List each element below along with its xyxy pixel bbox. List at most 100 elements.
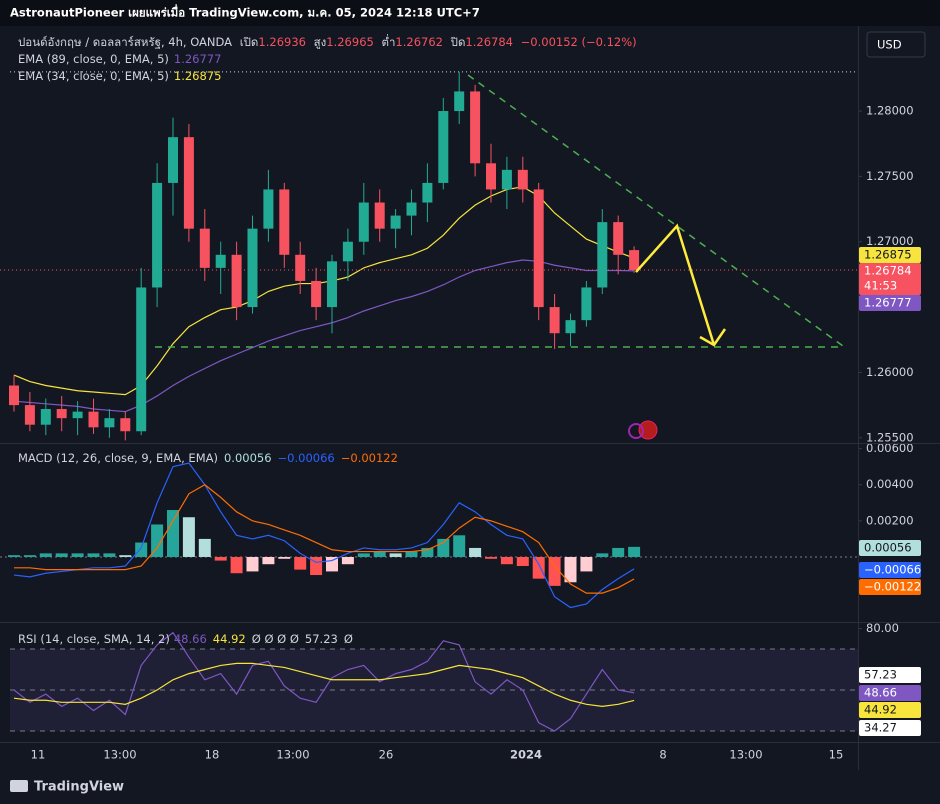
candle-body [279, 189, 290, 255]
legend-name: RSI (14, close, SMA, 14, 2) [18, 632, 170, 646]
candle-body [9, 385, 19, 406]
candle-body [327, 261, 337, 308]
histogram-bar [230, 556, 243, 574]
candle-body [486, 163, 496, 190]
currency-button[interactable] [866, 31, 926, 58]
candle-body [263, 189, 274, 229]
x-tick-label: 11 [31, 748, 46, 762]
legend-macd: MACD (12, 26, close, 9, EMA, EMA) 0.00056… [18, 451, 398, 465]
histogram-bar [87, 553, 100, 557]
histogram-bar [214, 556, 227, 561]
legend-value: −0.00122 [341, 451, 398, 465]
candle-body [581, 287, 592, 321]
brand-logo [10, 780, 28, 792]
upper-label-bg [859, 667, 921, 683]
event-icon[interactable] [638, 420, 658, 440]
symbol: ปอนด์อังกฤษ / ดอลลาร์สหรัฐ, 4h, OANDA [18, 35, 232, 49]
histogram-bar [198, 538, 211, 557]
histogram-bar [564, 556, 577, 583]
candle-body [629, 250, 640, 270]
candle-body [295, 254, 306, 281]
macd-label-bg [859, 562, 921, 578]
x-tick-label: 26 [379, 748, 394, 762]
legend-value: 44.92 [213, 632, 246, 646]
histogram-bar [39, 553, 52, 557]
candle-body [311, 280, 322, 308]
histogram-bar [8, 555, 20, 557]
legend-value: 1.26777 [174, 52, 222, 66]
y-tick-label: 1.28000 [866, 104, 914, 118]
candle-body [183, 137, 194, 229]
candle-body [501, 169, 512, 190]
histogram-bar [151, 524, 164, 557]
event-icon[interactable] [628, 423, 644, 439]
histogram-bar [421, 547, 434, 557]
histogram-bar [500, 556, 513, 565]
close-label: ปิด [450, 35, 466, 49]
candle-body [24, 405, 35, 425]
histogram-bar [103, 553, 116, 557]
legend-name: MACD (12, 26, close, 9, EMA, EMA) [18, 451, 218, 465]
x-tick-label: 8 [659, 748, 666, 762]
x-tick-label: 13:00 [729, 748, 762, 762]
legend-rsi: RSI (14, close, SMA, 14, 2) 48.66 44.92 Ø Ø… [18, 632, 353, 646]
candle-body [422, 182, 433, 203]
histogram-bar [262, 556, 275, 565]
ema-line [13, 259, 635, 413]
histogram-bar [612, 547, 625, 557]
histogram-bar [55, 553, 68, 557]
histogram-bar [23, 555, 36, 557]
ema34-price-label: 1.26875 [864, 248, 912, 262]
legend-ema34: EMA (34, close, 0, EMA, 5) 1.26875 [18, 69, 221, 83]
x-tick-label: 13:00 [103, 748, 136, 762]
candle-body [136, 287, 147, 432]
candle-body [517, 169, 528, 190]
macd-label: −0.00066 [864, 563, 921, 577]
histogram-bar [516, 556, 529, 567]
legend: ปอนด์อังกฤษ / ดอลลาร์สหรัฐ, 4h, OANDA เป… [18, 34, 637, 49]
candle-body [549, 307, 560, 334]
histogram-bar [405, 551, 418, 557]
candle-body [231, 254, 242, 308]
candle-body [342, 241, 353, 262]
candle-body [104, 418, 115, 428]
signal-label-bg [859, 579, 921, 595]
x-tick-label: 2024 [510, 748, 542, 762]
histogram-bar [373, 551, 386, 557]
y-tick-label: 0.00200 [866, 513, 914, 527]
legend-placeholder: Ø Ø Ø Ø [252, 632, 299, 646]
macd-line [13, 462, 635, 609]
candle-body [470, 91, 481, 164]
open-label: เปิด [240, 35, 259, 49]
histogram-bar [182, 517, 195, 557]
candle-body [597, 222, 608, 288]
y-tick-label: 1.25500 [866, 430, 914, 444]
lower-label: 34.27 [864, 721, 897, 735]
ema89-price-label-bg [859, 295, 921, 311]
histogram-bar [119, 555, 132, 557]
histogram-bar [628, 546, 641, 557]
legend-ema89: EMA (89, close, 0, EMA, 5) 1.26777 [18, 52, 221, 66]
x-tick-label: 15 [829, 748, 844, 762]
histogram-bar [389, 553, 402, 557]
legend-value: 48.66 [174, 632, 207, 646]
upper-label: 57.23 [864, 668, 897, 682]
brand: TradingView [34, 780, 124, 795]
low-value: 1.26762 [395, 35, 443, 49]
histogram-bar [596, 553, 609, 557]
open-value: 1.26936 [258, 35, 306, 49]
macd-line [14, 484, 635, 594]
candle-body [40, 409, 51, 425]
signal-label: −0.00122 [864, 580, 921, 594]
rsi-line [13, 662, 635, 708]
histogram-label-bg [859, 540, 921, 556]
histogram-bar [246, 556, 259, 572]
close-price-label: 1.26784 [864, 264, 912, 278]
y-tick-label: 1.27000 [866, 234, 914, 248]
histogram-bar [294, 556, 307, 570]
low-label: ต่ำ [381, 34, 395, 49]
projection-arrow [635, 223, 716, 346]
top-bar [0, 0, 940, 26]
currency-label: USD [877, 38, 902, 52]
